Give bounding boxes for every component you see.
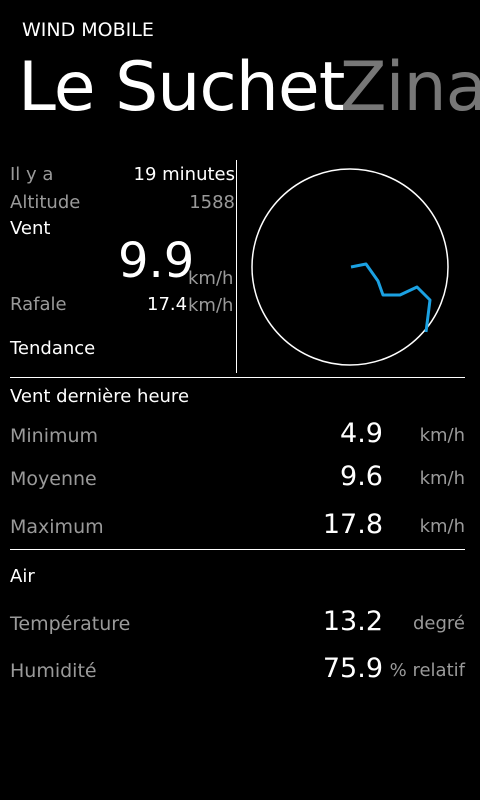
app-title: WIND MOBILE	[22, 19, 154, 41]
maximum-label: Maximum	[10, 516, 104, 538]
wind-direction-compass	[251, 168, 449, 366]
humidity-label: Humidité	[10, 660, 97, 682]
altitude-label: Altitude	[10, 192, 81, 213]
pivot-item-next[interactable]: Zina	[340, 48, 480, 127]
minimum-label: Minimum	[10, 425, 99, 447]
air-title: Air	[10, 566, 35, 587]
altitude-value: 1588	[189, 192, 235, 213]
pivot-item-current[interactable]: Le Suchet	[18, 48, 345, 127]
maximum-unit: km/h	[419, 516, 465, 537]
gust-value: 17.4	[147, 294, 188, 315]
wind-speed-unit: km/h	[188, 268, 234, 289]
average-unit: km/h	[419, 468, 465, 489]
temperature-label: Température	[10, 613, 131, 635]
ago-value: 19 minutes	[133, 164, 236, 185]
average-value: 9.6	[340, 461, 383, 492]
wind-speed-value: 9.9	[118, 233, 195, 289]
wind-direction-trace	[350, 262, 432, 333]
vertical-divider	[236, 160, 237, 373]
temperature-value: 13.2	[322, 606, 383, 637]
last-hour-title: Vent dernière heure	[10, 386, 190, 407]
wind-label: Vent	[10, 218, 51, 239]
temperature-unit: degré	[412, 613, 465, 634]
average-label: Moyenne	[10, 468, 97, 490]
compass-circle	[251, 168, 449, 366]
gust-label: Rafale	[10, 294, 67, 315]
humidity-value: 75.9	[322, 653, 383, 684]
minimum-unit: km/h	[419, 425, 465, 446]
trend-label: Tendance	[10, 338, 96, 359]
gust-unit: km/h	[188, 295, 234, 316]
section-divider	[10, 377, 465, 378]
minimum-value: 4.9	[340, 418, 383, 449]
ago-label: Il y a	[10, 164, 54, 185]
humidity-unit: % relatif	[389, 660, 465, 681]
section-divider	[10, 549, 465, 550]
maximum-value: 17.8	[322, 509, 383, 540]
